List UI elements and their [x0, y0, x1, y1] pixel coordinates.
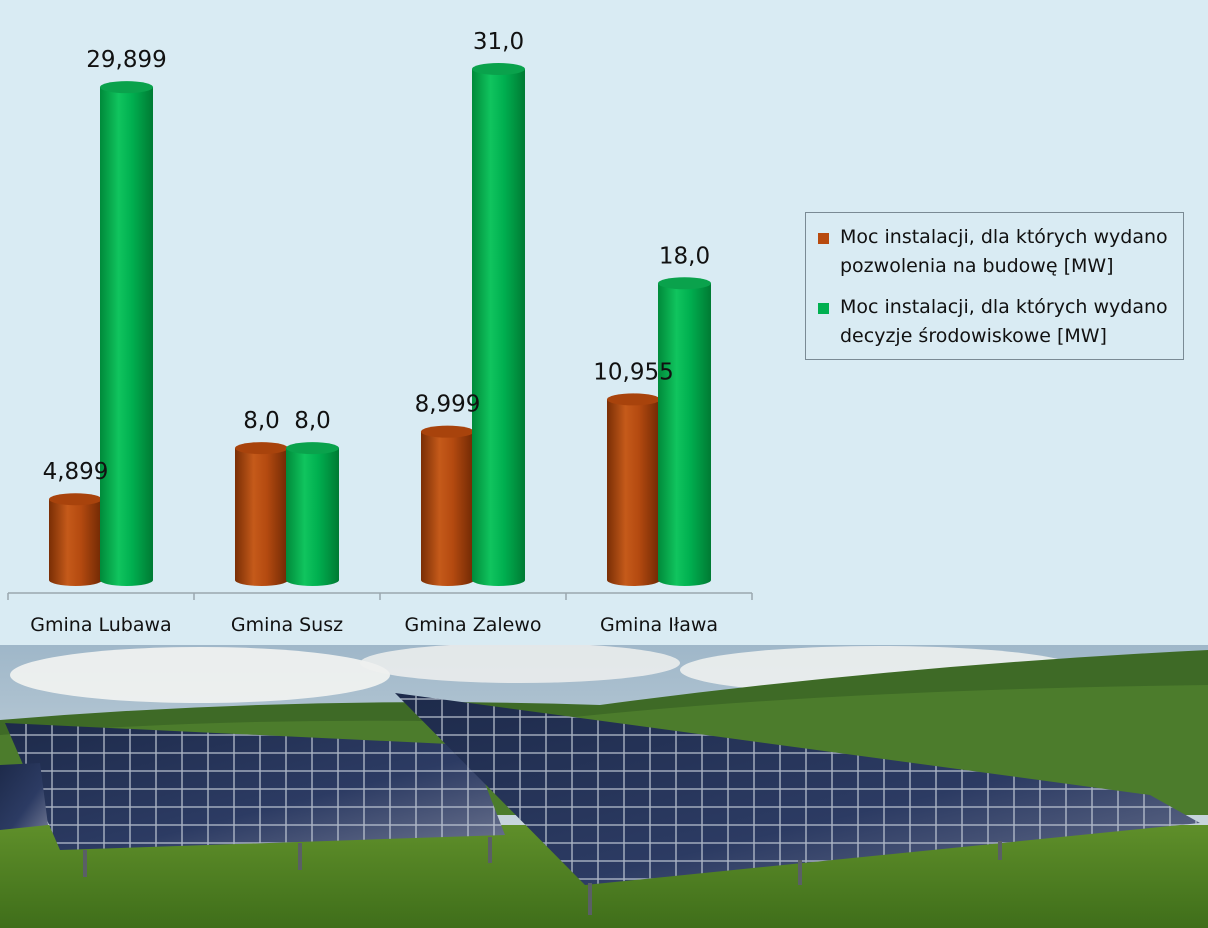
legend: Moc instalacji, dla których wydano pozwo…: [805, 212, 1184, 360]
data-label: 18,0: [659, 243, 710, 269]
category-label: Gmina Susz: [231, 614, 343, 636]
legend-item-building-permits: Moc instalacji, dla których wydano pozwo…: [818, 223, 1176, 281]
legend-swatch-green: [818, 303, 829, 314]
bar-building-permit-3: [607, 393, 660, 586]
data-label: 8,0: [294, 408, 331, 434]
solar-panel-field-photo: [0, 645, 1208, 928]
legend-label: Moc instalacji, dla których wydano decyz…: [840, 296, 1168, 347]
legend-item-environmental-decisions: Moc instalacji, dla których wydano decyz…: [818, 293, 1176, 351]
data-label: 29,899: [86, 47, 166, 73]
bar-environmental-decision-2: [472, 63, 525, 586]
legend-label: Moc instalacji, dla których wydano pozwo…: [840, 226, 1168, 277]
data-labels: 4,899 29,899 8,0 8,0 8,999 31,0 10,955 18,0: [43, 29, 711, 485]
bar-building-permit-2: [421, 425, 474, 586]
data-label: 8,0: [243, 408, 280, 434]
data-label: 8,999: [415, 392, 481, 418]
category-label: Gmina Iława: [600, 614, 718, 636]
bar-chart: 4,899 29,899 8,0 8,0 8,999 31,0 10,955 18,0 Gmi…: [7, 29, 753, 636]
data-label: 10,955: [593, 359, 673, 385]
bar-environmental-decision-1: [286, 442, 339, 586]
legend-swatch-brown: [818, 233, 829, 244]
category-label: Gmina Zalewo: [404, 614, 541, 636]
bar-environmental-decision-0: [100, 81, 153, 586]
bar-building-permit-0: [49, 493, 102, 586]
data-label: 31,0: [473, 29, 524, 55]
bars: [49, 63, 711, 586]
bar-building-permit-1: [235, 442, 288, 586]
x-axis: [7, 592, 753, 600]
data-label: 4,899: [43, 459, 109, 485]
chart-panel: 4,899 29,899 8,0 8,0 8,999 31,0 10,955 18,0 Gmi…: [7, 29, 1184, 636]
bar-environmental-decision-3: [658, 277, 711, 586]
category-labels: Gmina Lubawa Gmina Susz Gmina Zalewo Gmina …: [30, 614, 718, 636]
category-label: Gmina Lubawa: [30, 614, 171, 636]
